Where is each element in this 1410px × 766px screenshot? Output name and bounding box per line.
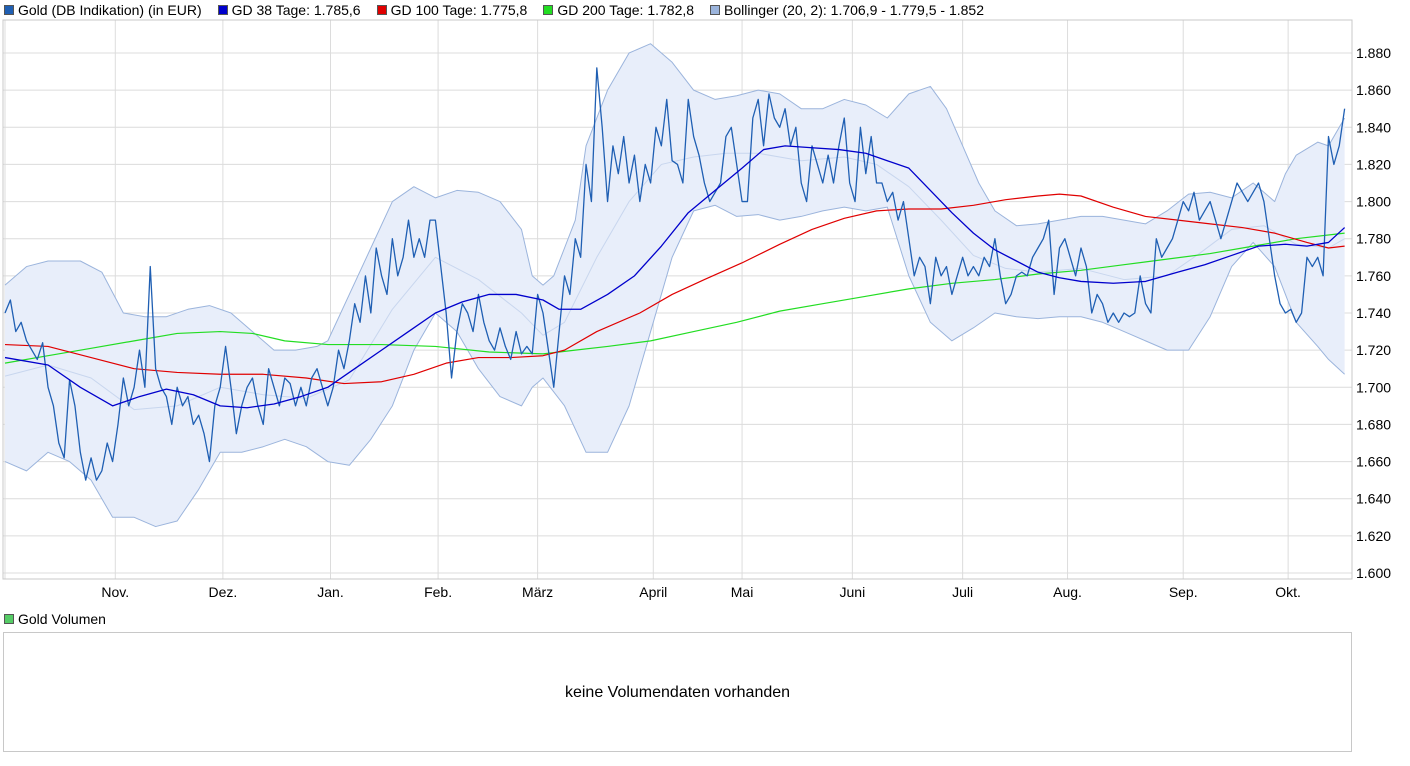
- legend-label: GD 38 Tage: 1.785,6: [231, 2, 361, 18]
- series-lines-layer: [4, 67, 1346, 481]
- y-tick-label: 1.880: [1356, 45, 1391, 61]
- y-tick-label: 1.620: [1356, 528, 1391, 544]
- legend-label: Gold (DB Indikation) (in EUR): [18, 2, 202, 18]
- y-tick-label: 1.800: [1356, 194, 1391, 210]
- legend-item: GD 200 Tage: 1.782,8: [543, 2, 694, 18]
- legend-item: GD 100 Tage: 1.775,8: [376, 2, 528, 18]
- y-tick-label: 1.680: [1356, 416, 1391, 432]
- y-tick-label: 1.760: [1356, 268, 1391, 284]
- legend-swatch: [543, 5, 554, 15]
- gd200-line: [4, 232, 1345, 364]
- legend-item: Bollinger (20, 2): 1.706,9 - 1.779,5 - 1…: [710, 2, 984, 18]
- gold-price-line: [4, 67, 1346, 481]
- bollinger-lower-line: [4, 204, 1345, 528]
- x-tick-label: Mai: [731, 584, 754, 600]
- legend-label: GD 200 Tage: 1.782,8: [557, 2, 695, 18]
- x-tick-label: April: [639, 584, 667, 600]
- volume-empty-message: keine Volumendaten vorhanden: [564, 684, 791, 701]
- x-tick-label: Dez.: [208, 584, 237, 600]
- x-tick-label: Juli: [952, 584, 973, 600]
- bollinger-band-area: [5, 43, 1345, 527]
- x-tick-label: Feb.: [424, 584, 452, 600]
- gd38-line: [4, 145, 1346, 409]
- legend-label: Bollinger (20, 2): 1.706,9 - 1.779,5 - 1…: [724, 2, 984, 18]
- x-axis-ticks: Nov. Dez. Jan. Feb. März April Mai Juni Juli Aug.…: [101, 584, 1301, 600]
- plot-frame: [2, 19, 1353, 580]
- y-tick-label: 1.660: [1356, 454, 1391, 470]
- bollinger-band-layer: [4, 43, 1346, 528]
- y-tick-label: 1.640: [1356, 491, 1391, 507]
- x-tick-label: Juni: [840, 584, 866, 600]
- legend-swatch: [4, 5, 14, 15]
- legend-item: Gold (DB Indikation) (in EUR): [4, 2, 202, 18]
- y-tick-label: 1.600: [1356, 565, 1391, 581]
- y-tick-label: 1.860: [1356, 82, 1391, 98]
- legend-label: GD 100 Tage: 1.775,8: [390, 2, 528, 18]
- gd100-line: [4, 193, 1345, 385]
- volume-legend-label: Gold Volumen: [18, 611, 106, 627]
- x-tick-label: Jan.: [317, 584, 343, 600]
- chart-legend: Gold (DB Indikation) (in EUR) GD 38 Tage:…: [4, 1, 1000, 19]
- legend-swatch: [217, 5, 228, 15]
- legend-swatch: [710, 5, 721, 15]
- y-tick-label: 1.720: [1356, 342, 1391, 358]
- x-tick-label: Okt.: [1275, 584, 1301, 600]
- price-chart: 1.600 1.620 1.640 1.660 1.680 1.700 1.720 1.740…: [2, 19, 1391, 600]
- y-tick-label: 1.700: [1356, 379, 1391, 395]
- y-tick-label: 1.740: [1356, 305, 1391, 321]
- x-tick-label: Aug.: [1053, 584, 1082, 600]
- bollinger-upper-line: [4, 43, 1346, 351]
- y-tick-label: 1.780: [1356, 231, 1391, 247]
- x-tick-label: März: [522, 584, 553, 600]
- volume-legend-swatch: [4, 614, 14, 624]
- legend-item: GD 38 Tage: 1.785,6: [217, 2, 361, 18]
- x-tick-label: Sep.: [1169, 584, 1198, 600]
- y-tick-label: 1.840: [1356, 119, 1391, 135]
- legend-swatch: [376, 5, 387, 15]
- y-tick-label: 1.820: [1356, 156, 1391, 172]
- bollinger-middle-line: [4, 152, 1345, 411]
- volume-panel: keine Volumendaten vorhanden: [3, 632, 1352, 752]
- volume-legend: Gold Volumen: [4, 611, 106, 627]
- y-axis-ticks: 1.600 1.620 1.640 1.660 1.680 1.700 1.720 1.740…: [1356, 45, 1391, 581]
- x-tick-label: Nov.: [101, 584, 129, 600]
